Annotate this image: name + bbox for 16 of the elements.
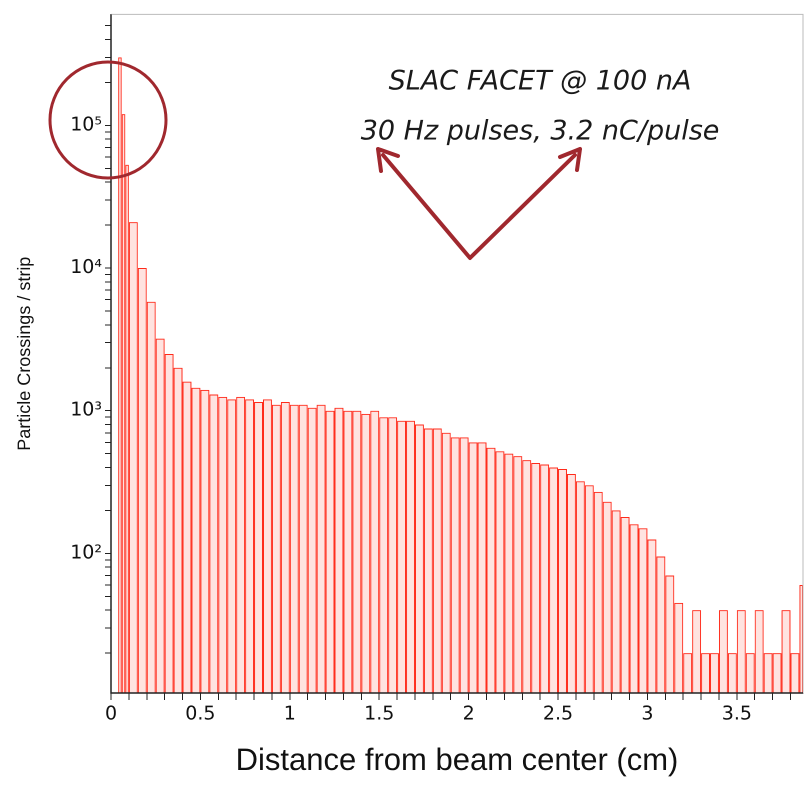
x-axis-title: Distance from beam center (cm) — [236, 742, 678, 777]
x-tick-label: 0.5 — [185, 702, 216, 724]
x-tick-label: 2 — [462, 702, 475, 724]
x-tick-label: 0 — [104, 702, 118, 724]
x-tick-label: 1.5 — [364, 702, 394, 724]
annotation: 30 Hz pulses, 3.2 nC/pulse — [360, 115, 720, 146]
x-tick-label: 3 — [641, 702, 654, 724]
x-tick-label: 3.5 — [722, 702, 752, 724]
x-tick-label: 2.5 — [542, 702, 574, 724]
y-tick-label: 10⁵ — [70, 113, 102, 136]
y-tick-label: 10² — [70, 541, 102, 564]
x-tick-label: 1 — [284, 702, 296, 724]
annotation: SLAC FACET @ 100 nA — [388, 65, 692, 96]
y-axis-title: Particle Crossings / strip — [14, 256, 34, 451]
y-tick-label: 10³ — [70, 398, 102, 421]
y-tick-label: 10⁴ — [70, 256, 102, 278]
